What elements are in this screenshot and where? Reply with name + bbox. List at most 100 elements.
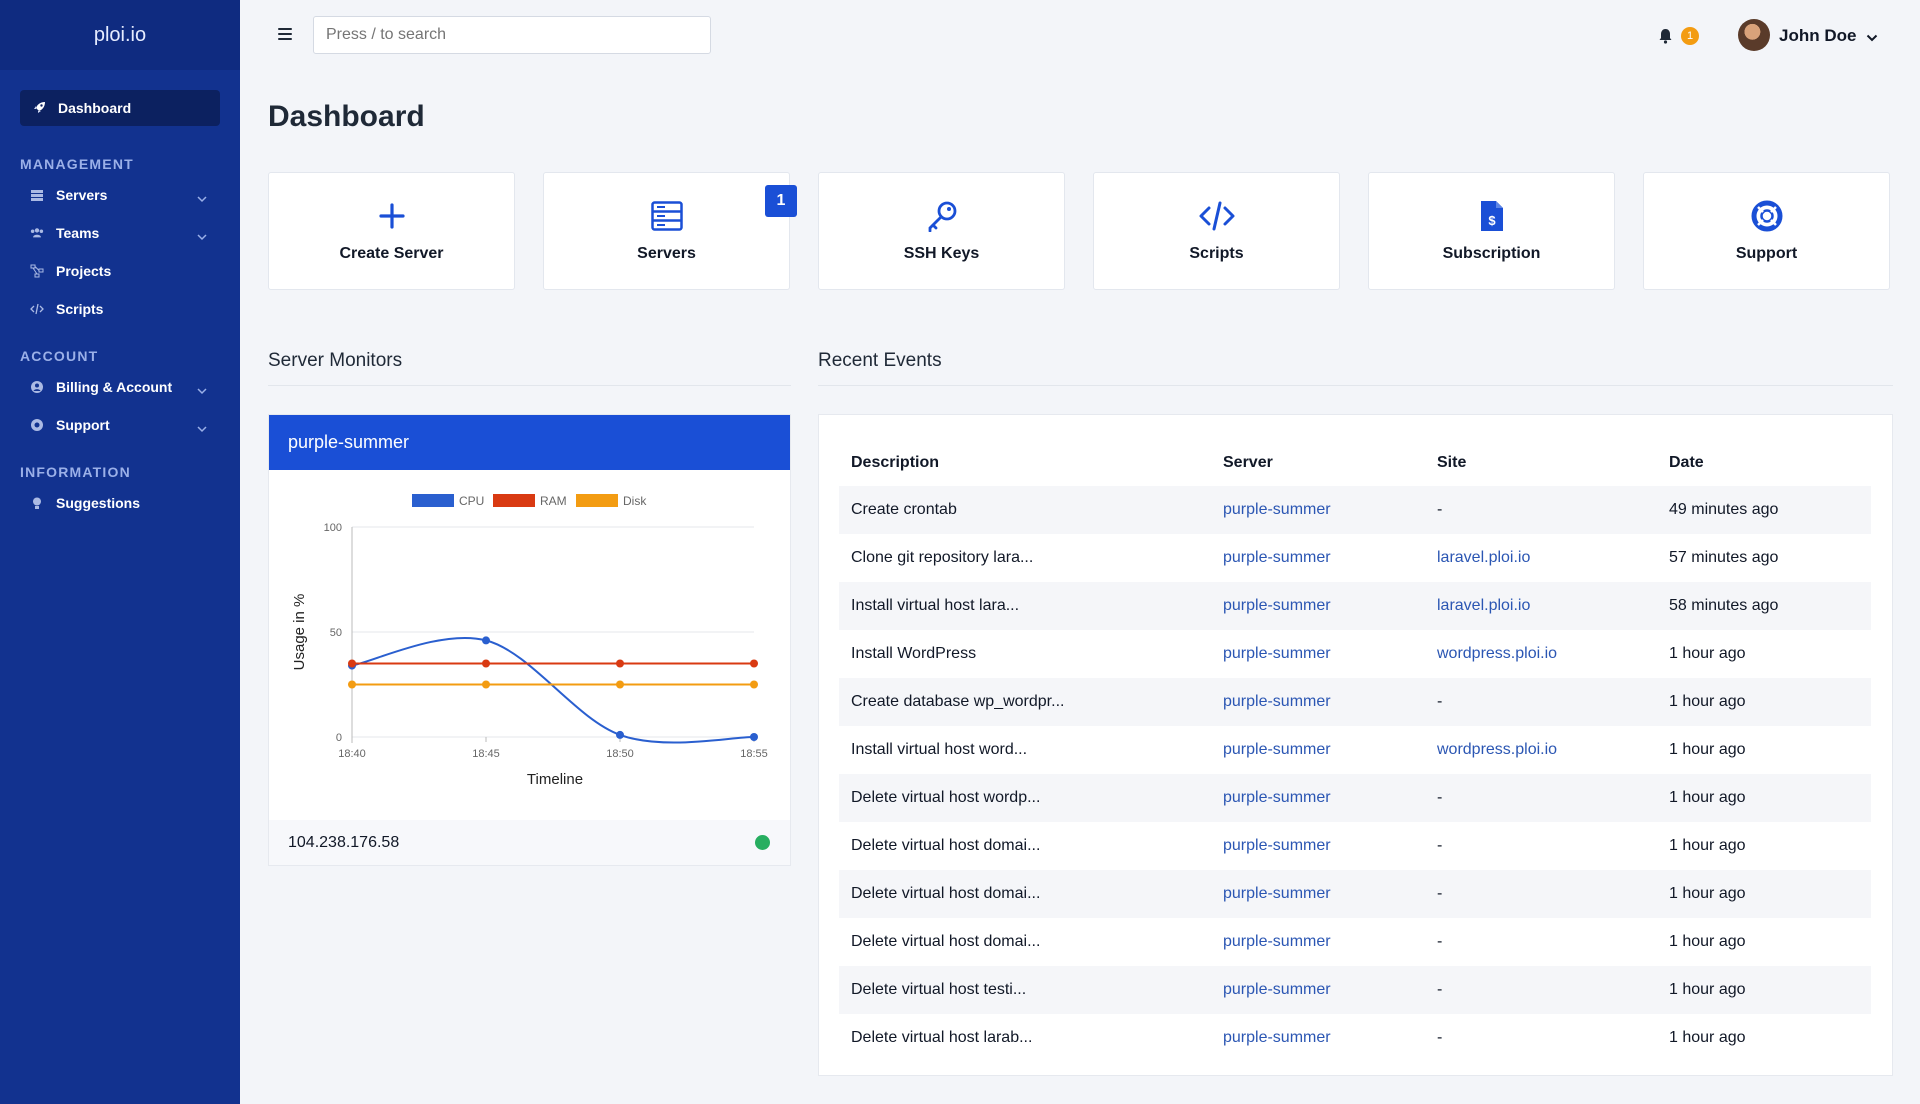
column-header: Description (851, 454, 940, 471)
table-row: Install WordPress purple-summer wordpress.… (839, 630, 1871, 678)
bell-icon[interactable] (1658, 28, 1673, 49)
event-site[interactable]: laravel.ploi.io (1425, 582, 1657, 630)
x-tick-label: 18:55 (740, 748, 768, 760)
events-table: Description Server Site Date Create cron… (839, 440, 1871, 1062)
event-server-link[interactable]: purple-summer (1223, 837, 1331, 854)
event-server-link[interactable]: purple-summer (1223, 645, 1331, 662)
data-point-ram (616, 659, 624, 668)
event-date: 1 hour ago (1669, 933, 1746, 950)
user-circle-icon (30, 380, 44, 394)
column-header: Site (1437, 454, 1467, 471)
table-row: Install virtual host lara... purple-summe… (839, 582, 1871, 630)
event-server-link[interactable]: purple-summer (1223, 933, 1331, 950)
event-description: Delete virtual host testi... (839, 966, 1211, 1014)
server-monitors-heading: Server Monitors (268, 350, 403, 371)
monitor-footer: 104.238.176.58 (269, 820, 790, 865)
event-site[interactable]: laravel.ploi.io (1437, 549, 1531, 566)
invoice-icon: $ (1479, 199, 1505, 233)
chevron-down-icon[interactable] (1866, 29, 1878, 47)
monitor-server-name[interactable]: purple-summer (269, 415, 790, 470)
event-server-link[interactable]: purple-summer (1211, 774, 1425, 822)
users-icon (30, 226, 44, 240)
table-row: Delete virtual host domai... purple-summe… (839, 870, 1871, 918)
event-date: 1 hour ago (1669, 1029, 1746, 1046)
event-description: Delete virtual host wordp... (839, 774, 1211, 822)
table-row: Delete virtual host domai... purple-summe… (839, 822, 1871, 870)
scripts-card[interactable]: Scripts (1093, 172, 1340, 290)
table-row: Create crontab purple-summer -49 minutes a… (839, 486, 1871, 534)
user-menu-name[interactable]: John Doe (1779, 26, 1857, 45)
create-server-card[interactable]: Create Server (268, 172, 515, 290)
sidebar-item-billing[interactable]: Billing & Account (0, 368, 240, 406)
legend-swatch-disk (576, 494, 618, 507)
caret-down-icon[interactable] (197, 190, 207, 206)
event-server-link[interactable]: purple-summer (1211, 486, 1425, 534)
server-icon (650, 199, 683, 233)
legend-label-disk: Disk (623, 494, 647, 508)
event-server-link[interactable]: purple-summer (1223, 1029, 1331, 1046)
sidebar-item-label: Support (56, 417, 110, 433)
table-row: Delete virtual host larab... purple-summe… (839, 1014, 1871, 1062)
event-date: 1 hour ago (1669, 741, 1746, 758)
menu-toggle-icon[interactable] (278, 28, 292, 43)
sidebar-item-scripts[interactable]: Scripts (0, 290, 240, 328)
section-title-information: INFORMATION (20, 464, 131, 480)
avatar[interactable] (1738, 19, 1770, 51)
sidebar-item-support[interactable]: Support (0, 406, 240, 444)
event-description: Install virtual host word... (851, 741, 1028, 758)
event-server-link[interactable]: purple-summer (1223, 549, 1331, 566)
event-server-link[interactable]: purple-summer (1211, 870, 1425, 918)
event-date: 49 minutes ago (1657, 486, 1871, 534)
rocket-icon (32, 101, 46, 115)
svg-text:$: $ (1488, 213, 1496, 228)
caret-down-icon[interactable] (197, 382, 207, 398)
x-tick-label: 18:45 (472, 748, 500, 760)
x-tick-label: 18:40 (338, 748, 366, 760)
lifebuoy-icon (1751, 199, 1783, 233)
column-header: Date (1669, 454, 1704, 471)
sidebar-item-dashboard[interactable]: Dashboard (20, 90, 220, 126)
event-server-link[interactable]: purple-summer (1211, 966, 1425, 1014)
caret-down-icon[interactable] (197, 420, 207, 436)
y-tick-label: 100 (324, 522, 342, 534)
event-site: - (1425, 870, 1657, 918)
event-description: Delete virtual host larab... (851, 1029, 1033, 1046)
brand-logo[interactable]: ploi.io (0, 0, 240, 70)
sidebar-item-servers[interactable]: Servers (0, 176, 240, 214)
subscription-card[interactable]: $ Subscription (1368, 172, 1615, 290)
plus-icon (378, 199, 405, 233)
lifebuoy-icon (30, 418, 44, 432)
event-server-link[interactable]: purple-summer (1211, 678, 1425, 726)
status-indicator (755, 835, 770, 850)
servers-card[interactable]: Servers 1 (543, 172, 797, 290)
table-row: Clone git repository lara... purple-summe… (839, 534, 1871, 582)
sidebar-item-suggestions[interactable]: Suggestions (0, 484, 240, 522)
event-site[interactable]: wordpress.ploi.io (1437, 741, 1558, 758)
y-axis-label: Usage in % (291, 594, 308, 671)
event-date: 1 hour ago (1669, 837, 1746, 854)
sidebar-item-teams[interactable]: Teams (0, 214, 240, 252)
event-site: - (1425, 966, 1657, 1014)
section-title-management: MANAGEMENT (20, 156, 134, 172)
x-tick-label: 18:50 (606, 748, 634, 760)
event-server-link[interactable]: purple-summer (1211, 582, 1425, 630)
search-input[interactable] (313, 16, 711, 54)
event-date: 1 hour ago (1657, 774, 1871, 822)
table-row: Delete virtual host domai... purple-summe… (839, 918, 1871, 966)
topbar: 1 John Doe (240, 0, 1920, 70)
sidebar: ploi.io Dashboard MANAGEMENT Servers Tea… (0, 0, 240, 1104)
key-icon (926, 199, 958, 233)
event-server-link[interactable]: purple-summer (1223, 741, 1331, 758)
sidebar-item-projects[interactable]: Projects (0, 252, 240, 290)
event-description: Install WordPress (851, 645, 977, 662)
event-date: 1 hour ago (1657, 966, 1871, 1014)
table-row: Create database wp_wordpr... purple-summe… (839, 678, 1871, 726)
event-site: - (1425, 486, 1657, 534)
event-site[interactable]: wordpress.ploi.io (1437, 645, 1558, 662)
ssh-keys-card[interactable]: SSH Keys (818, 172, 1065, 290)
support-card[interactable]: Support (1643, 172, 1890, 290)
caret-down-icon[interactable] (197, 228, 207, 244)
event-site: - (1437, 837, 1443, 854)
column-header: Server (1223, 454, 1273, 471)
event-description: Install virtual host lara... (839, 582, 1211, 630)
